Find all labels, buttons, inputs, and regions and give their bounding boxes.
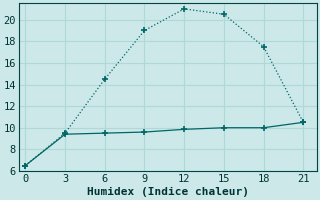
X-axis label: Humidex (Indice chaleur): Humidex (Indice chaleur) — [87, 186, 249, 197]
